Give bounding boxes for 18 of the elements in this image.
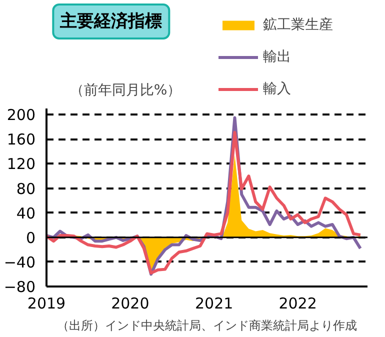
legend-label: 鉱工業生産 — [263, 16, 333, 34]
x-tick-label: 2021 — [195, 294, 234, 312]
y-tick-label: 80 — [16, 180, 36, 198]
legend-label: 輸出 — [263, 48, 291, 66]
legend-label: 輸入 — [263, 80, 291, 98]
y-tick-label: 40 — [16, 204, 36, 222]
x-tick-label: 2020 — [111, 294, 150, 312]
y-tick-label: 0 — [26, 228, 36, 247]
y-tick-label: 160 — [6, 130, 36, 149]
y-tick-label: 200 — [6, 106, 36, 124]
x-tick-label: 2019 — [27, 294, 66, 312]
text: （出所）インド中央統計局、インド商業統計局より作成 — [57, 318, 357, 332]
y-tick-label: −40 — [4, 253, 36, 272]
chart-title: 主要経済指標 — [59, 12, 162, 32]
x-tick-label: 2022 — [278, 294, 317, 312]
y-tick-label: −80 — [4, 278, 36, 296]
y-tick-label: 120 — [6, 155, 36, 174]
y-axis-title: （前年同月比%） — [70, 82, 182, 98]
